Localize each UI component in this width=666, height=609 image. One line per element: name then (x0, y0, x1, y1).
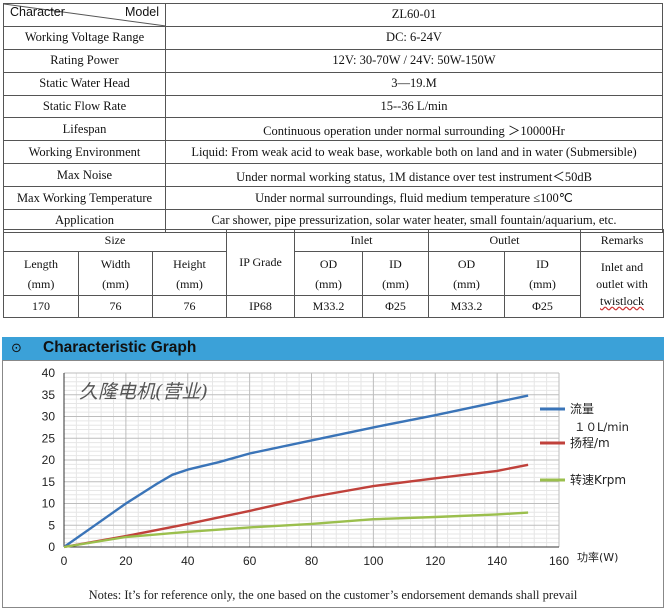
chart-svg: 0 20 40 60 80 100 120 140 160 0 5 10 15 20 25 30 35 40 功率(… (42, 366, 629, 602)
spec-label: Max Noise (3, 163, 166, 188)
inlet-od-header: OD (mm) (294, 251, 364, 296)
spec-row: Working Environment Liquid: From weak aci… (3, 140, 663, 165)
series-line (63, 511, 529, 549)
spec-label: Static Water Head (3, 71, 166, 96)
spec-row: Rating Power 12V: 30-70W / 24V: 50W-150W (3, 48, 663, 73)
height-header: Height (mm) (151, 251, 228, 296)
length-header: Length (mm) (3, 251, 79, 296)
spec-label: Rating Power (3, 48, 166, 73)
inlet-id-header: ID (mm) (362, 251, 430, 296)
section-title: Characteristic Graph (43, 339, 197, 356)
spec-label: Working Environment (3, 140, 166, 165)
spec-header-row: Character Model ZL60-01 (3, 3, 663, 27)
outlet-od-header: OD (mm) (428, 251, 506, 296)
spec-value: Liquid: From weak acid to weak base, wor… (165, 140, 663, 165)
y-tick-label: 0 (48, 540, 55, 554)
outlet-id-value: Φ25 (504, 295, 582, 318)
outlet-header: Outlet (428, 229, 582, 252)
x-tick-label: 160 (549, 554, 569, 568)
x-tick-label: 40 (181, 554, 195, 568)
characteristic-chart: 0 20 40 60 80 100 120 140 160 0 5 10 15 20 25 30 35 40 功率(… (2, 360, 664, 608)
y-tick-label: 15 (42, 475, 56, 489)
spec-row: Lifespan Continuous operation under norma… (3, 117, 663, 142)
y-tick-label: 25 (42, 431, 56, 445)
legend-label: １０L/min (574, 420, 629, 434)
character-label: Character (10, 5, 65, 19)
y-tick-label: 20 (42, 453, 56, 467)
spec-row: Static Flow Rate 15--36 L/min (3, 94, 663, 119)
spec-row: Max Noise Under normal working status, 1M… (3, 163, 663, 188)
spec-value: 12V: 30-70W / 24V: 50W-150W (165, 48, 663, 73)
x-tick-label: 100 (363, 554, 383, 568)
chart-note: Notes: It’s for reference only, the one … (89, 588, 578, 602)
length-value: 170 (3, 295, 79, 318)
spec-table: Character Model ZL60-01 Working Voltage … (3, 3, 663, 233)
height-value: 76 (151, 295, 228, 318)
remarks-header: Remarks (580, 229, 665, 252)
target-circle-icon: ⊙ (11, 341, 22, 356)
spec-row: Static Water Head 3—19.M (3, 71, 663, 96)
watermark: 久隆电机(营业) (79, 381, 208, 403)
spec-row: Application Car shower, pipe pressurizati… (3, 209, 663, 233)
inlet-id-value: Φ25 (362, 295, 430, 318)
spec-label: Static Flow Rate (3, 94, 166, 119)
ip-grade-header: IP Grade (226, 229, 296, 296)
spec-value: DC: 6-24V (165, 25, 663, 50)
width-value: 76 (78, 295, 153, 318)
spec-label: Lifespan (3, 117, 166, 142)
spec-value: Under normal working status, 1M distance… (165, 163, 663, 188)
spec-value: Car shower, pipe pressurization, solar w… (165, 209, 663, 233)
spec-row: Working Voltage Range DC: 6-24V (3, 25, 663, 50)
y-tick-label: 35 (42, 388, 56, 402)
x-tick-label: 0 (61, 554, 68, 568)
size-header: Size (2, 229, 228, 252)
y-tick-label: 10 (42, 497, 56, 511)
x-axis-label: 功率(W) (577, 550, 618, 564)
remarks-value: Inlet and outlet with twistlock (580, 251, 665, 318)
x-tick-label: 120 (425, 554, 445, 568)
dimensions-table: Size IP Grade Inlet Outlet Remarks Lengt… (2, 229, 665, 318)
width-header: Width (mm) (78, 251, 153, 296)
outlet-od-value: M33.2 (428, 295, 506, 318)
y-tick-label: 40 (42, 366, 56, 380)
inlet-od-value: M33.2 (294, 295, 364, 318)
x-tick-label: 20 (119, 554, 133, 568)
spec-value: 15--36 L/min (165, 94, 663, 119)
spec-value: Under normal surroundings, fluid medium … (165, 186, 663, 211)
spec-label: Max Working Temperature (3, 186, 166, 211)
model-label: Model (124, 5, 159, 19)
model-value: ZL60-01 (165, 3, 663, 27)
series-line (63, 394, 529, 548)
legend-label: 扬程/m (570, 435, 610, 450)
x-tick-label: 60 (243, 554, 257, 568)
x-tick-label: 140 (487, 554, 507, 568)
spec-row: Max Working Temperature Under normal surr… (3, 186, 663, 211)
spec-value: Continuous operation under normal surrou… (165, 117, 663, 142)
series-line (63, 463, 529, 549)
inlet-header: Inlet (294, 229, 430, 252)
character-model-cell: Character Model (3, 3, 166, 27)
characteristic-graph-header: ⊙ Characteristic Graph (2, 337, 664, 360)
spec-label: Working Voltage Range (3, 25, 166, 50)
legend-label: 流量 (570, 402, 594, 416)
spec-value: 3—19.M (165, 71, 663, 96)
diagonal-divider (4, 4, 165, 26)
x-tick-label: 80 (305, 554, 319, 568)
y-tick-label: 5 (48, 518, 55, 532)
spec-label: Application (3, 209, 166, 233)
y-tick-label: 30 (42, 410, 56, 424)
ip-grade-value: IP68 (226, 295, 296, 318)
outlet-id-header: ID (mm) (504, 251, 582, 296)
legend-label: 转速Krpm (570, 472, 626, 487)
